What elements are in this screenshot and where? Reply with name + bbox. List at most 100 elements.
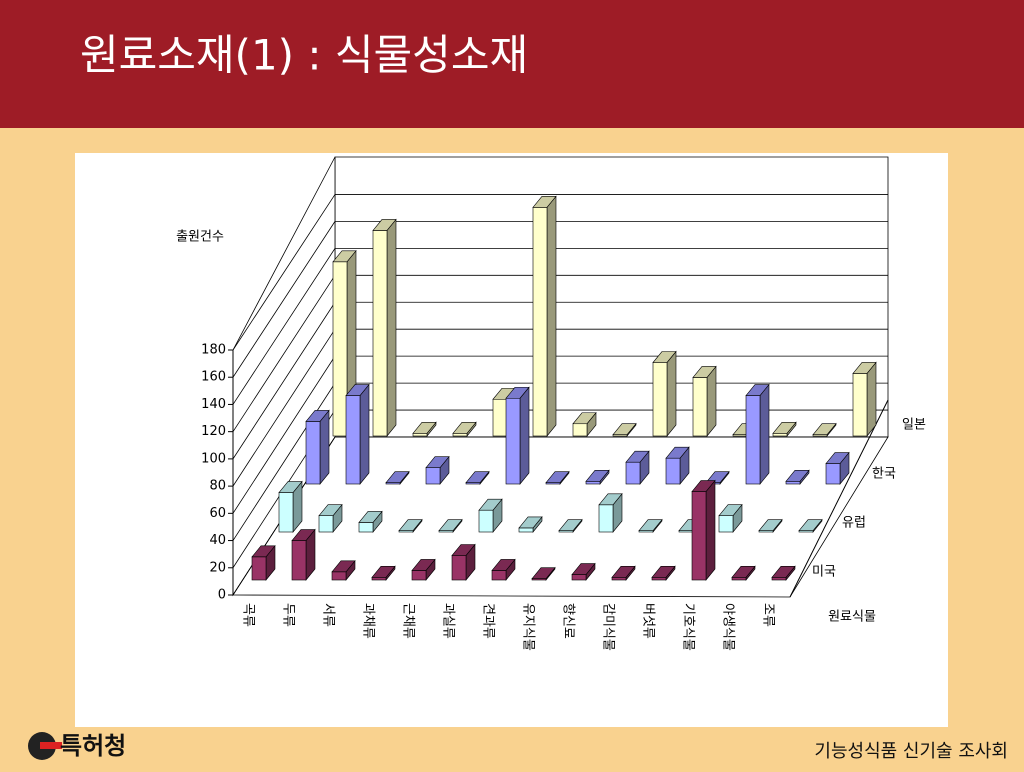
bar-top [425,456,450,468]
bar [772,421,797,437]
bar-front [785,480,801,485]
bar-front [665,457,681,485]
y-tick-label: 60 [209,506,226,521]
bar-front [692,377,708,437]
bar-top [612,423,637,435]
side-grid-line [232,221,336,378]
bar [812,422,837,437]
x-tick-label: 과채류 [361,603,376,639]
bar-front [425,467,441,485]
logo-arrow [40,742,62,749]
series-label: 한국 [872,467,896,482]
bar-front [345,395,361,485]
slide-title: 원료소재(1) : 식물성소재 [80,31,528,80]
bar-top [491,559,516,571]
x-tick-label: 근채류 [401,603,416,639]
bar-top [451,544,476,556]
bar-side [759,383,770,485]
bar [611,565,636,581]
bar-front [532,207,548,437]
bar-side [705,479,716,581]
bar [372,218,397,437]
bar-top [478,498,503,511]
bar-top [691,480,716,492]
bar-top [532,196,557,208]
y-tick-label: 20 [209,560,226,575]
bar [571,562,596,581]
bar [385,470,410,485]
bar [612,422,637,437]
bar-front [598,504,614,533]
side-grid-line [232,302,336,460]
bar-top [251,545,276,558]
bar-top [318,504,343,516]
bar-top [571,563,596,575]
bar-side [319,409,330,485]
x-tick-label: 버섯류 [641,603,656,639]
bar-front [651,576,667,581]
bar [465,470,490,485]
bar-top [411,559,436,571]
bar-front [451,555,467,581]
side-grid-line [232,355,336,514]
bar-front [291,540,307,581]
bar [785,469,810,485]
bar-top [331,560,356,573]
depth-axis [789,399,889,598]
bar-front [411,570,427,581]
bar-front [611,576,627,581]
bar-front [505,397,521,485]
bar-top [358,511,383,523]
bar-front [518,527,534,533]
bar [532,195,557,437]
bar-front [251,556,267,581]
bar-front [318,515,334,533]
bar-front [371,576,387,581]
header-band [0,0,1024,128]
bar-top [718,504,743,516]
bar-front [491,570,507,581]
x-tick-label: 조류 [761,603,776,627]
side-grid-line [232,382,336,541]
bar-top [291,529,316,541]
bar-top [412,421,437,434]
side-grid-line [232,275,336,432]
bar [731,565,756,581]
bar [278,480,303,533]
bar-front [772,432,788,437]
bar [331,559,356,581]
bar-front [771,576,787,581]
bar-front [571,574,587,581]
bar [625,450,650,485]
bar [545,470,570,485]
bar [665,446,690,485]
bar [638,518,663,533]
bar [598,492,623,533]
x-tick-label: 견과류 [481,603,496,639]
bar-top [452,421,477,434]
bar-top [305,410,330,422]
bar-front [825,463,841,485]
bar-top [692,366,717,378]
bar [558,518,583,533]
footer-text: 기능성식품 신기술 조사회 [814,741,1008,762]
bar [371,565,396,581]
bar [425,455,450,485]
bar-front [331,571,347,581]
bar-top [731,565,756,578]
bar [305,409,330,485]
bar-front [372,230,388,437]
y-tick-label: 100 [201,451,226,466]
bar-top [611,565,636,578]
x-tick-label: 서류 [321,603,336,627]
bar-top [372,219,397,231]
bar-top [638,519,663,531]
bar-front [625,461,641,485]
bar-top [465,471,490,483]
y-tick-label: 160 [201,370,226,385]
bar-front [572,423,588,437]
bar [531,566,556,581]
bar-front [358,522,374,533]
bar [518,516,543,533]
bar [652,350,677,437]
